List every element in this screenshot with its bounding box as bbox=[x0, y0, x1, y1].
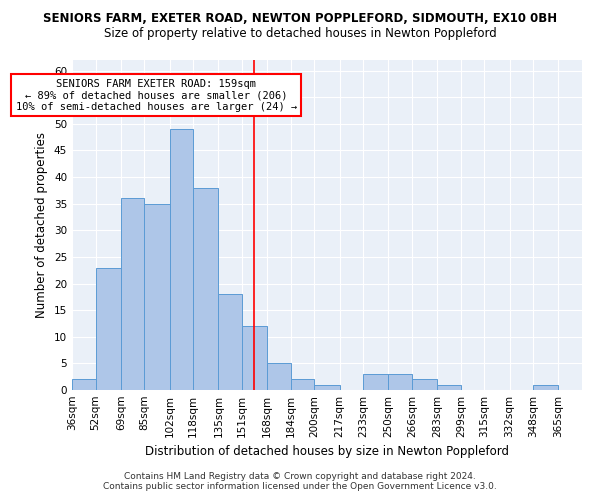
Bar bbox=[388, 374, 412, 390]
Bar bbox=[121, 198, 145, 390]
Text: Size of property relative to detached houses in Newton Poppleford: Size of property relative to detached ho… bbox=[104, 28, 496, 40]
Bar bbox=[95, 268, 121, 390]
Bar bbox=[72, 380, 95, 390]
Text: SENIORS FARM EXETER ROAD: 159sqm
← 89% of detached houses are smaller (206)
10% : SENIORS FARM EXETER ROAD: 159sqm ← 89% o… bbox=[16, 78, 297, 112]
Bar bbox=[145, 204, 170, 390]
X-axis label: Distribution of detached houses by size in Newton Poppleford: Distribution of detached houses by size … bbox=[145, 446, 509, 458]
Bar bbox=[170, 129, 193, 390]
Bar bbox=[412, 380, 437, 390]
Bar bbox=[533, 384, 559, 390]
Bar bbox=[218, 294, 242, 390]
Bar bbox=[291, 380, 314, 390]
Bar bbox=[437, 384, 461, 390]
Bar bbox=[314, 384, 340, 390]
Bar bbox=[363, 374, 388, 390]
Y-axis label: Number of detached properties: Number of detached properties bbox=[35, 132, 49, 318]
Bar bbox=[242, 326, 267, 390]
Bar bbox=[267, 364, 291, 390]
Text: Contains HM Land Registry data © Crown copyright and database right 2024.: Contains HM Land Registry data © Crown c… bbox=[124, 472, 476, 481]
Bar bbox=[193, 188, 218, 390]
Text: Contains public sector information licensed under the Open Government Licence v3: Contains public sector information licen… bbox=[103, 482, 497, 491]
Text: SENIORS FARM, EXETER ROAD, NEWTON POPPLEFORD, SIDMOUTH, EX10 0BH: SENIORS FARM, EXETER ROAD, NEWTON POPPLE… bbox=[43, 12, 557, 26]
